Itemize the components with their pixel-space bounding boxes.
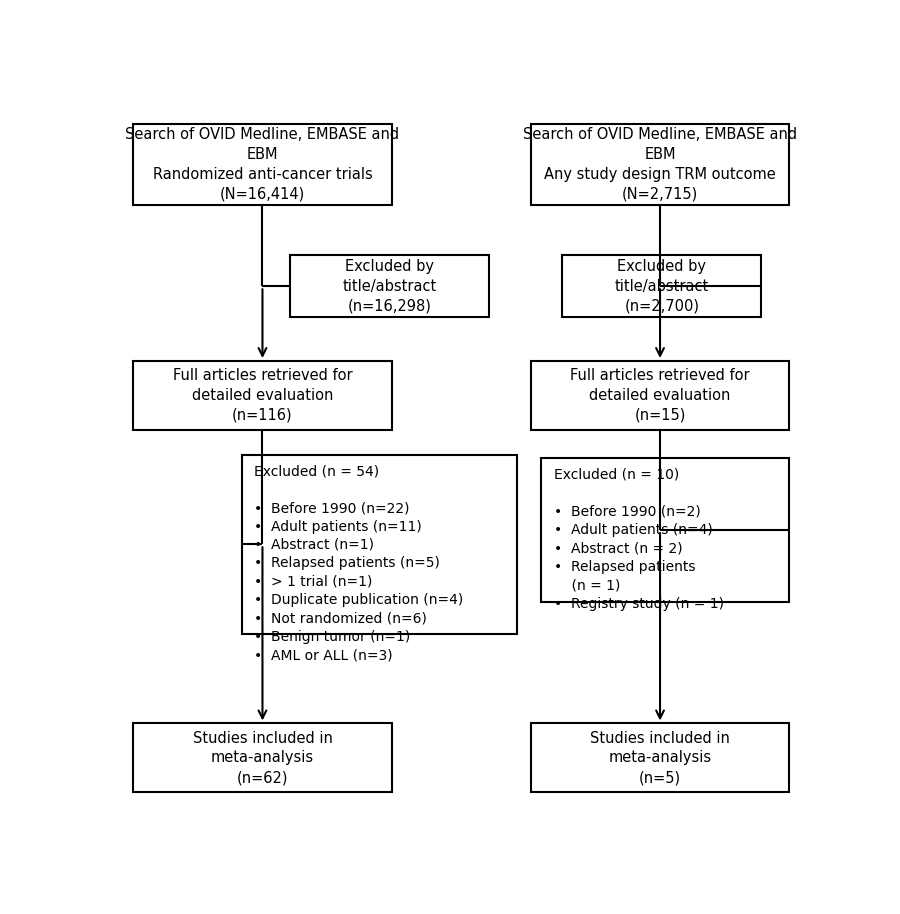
- Text: Full articles retrieved for
detailed evaluation
(n=15): Full articles retrieved for detailed eva…: [571, 368, 750, 422]
- Text: Search of OVID Medline, EMBASE and
EBM
Randomized anti-cancer trials
(N=16,414): Search of OVID Medline, EMBASE and EBM R…: [125, 127, 400, 201]
- FancyBboxPatch shape: [291, 255, 490, 317]
- FancyBboxPatch shape: [531, 723, 789, 792]
- FancyBboxPatch shape: [562, 255, 761, 317]
- Text: Studies included in
meta-analysis
(n=62): Studies included in meta-analysis (n=62): [193, 730, 332, 785]
- Text: Full articles retrieved for
detailed evaluation
(n=116): Full articles retrieved for detailed eva…: [173, 368, 352, 422]
- Text: Excluded by
title/abstract
(n=16,298): Excluded by title/abstract (n=16,298): [343, 259, 436, 314]
- FancyBboxPatch shape: [133, 123, 392, 205]
- Text: Excluded (n = 54)

•  Before 1990 (n=22)
•  Adult patients (n=11)
•  Abstract (n: Excluded (n = 54) • Before 1990 (n=22) •…: [254, 464, 464, 663]
- FancyBboxPatch shape: [542, 458, 789, 602]
- Text: Excluded by
title/abstract
(n=2,700): Excluded by title/abstract (n=2,700): [615, 259, 709, 314]
- FancyBboxPatch shape: [133, 723, 392, 792]
- Text: Excluded (n = 10)

•  Before 1990 (n=2)
•  Adult patients (n=4)
•  Abstract (n =: Excluded (n = 10) • Before 1990 (n=2) • …: [554, 468, 724, 611]
- FancyBboxPatch shape: [531, 123, 789, 205]
- FancyBboxPatch shape: [531, 361, 789, 430]
- FancyBboxPatch shape: [133, 361, 392, 430]
- Text: Studies included in
meta-analysis
(n=5): Studies included in meta-analysis (n=5): [590, 730, 730, 785]
- Text: Search of OVID Medline, EMBASE and
EBM
Any study design TRM outcome
(N=2,715): Search of OVID Medline, EMBASE and EBM A…: [523, 127, 797, 201]
- FancyBboxPatch shape: [241, 454, 518, 634]
